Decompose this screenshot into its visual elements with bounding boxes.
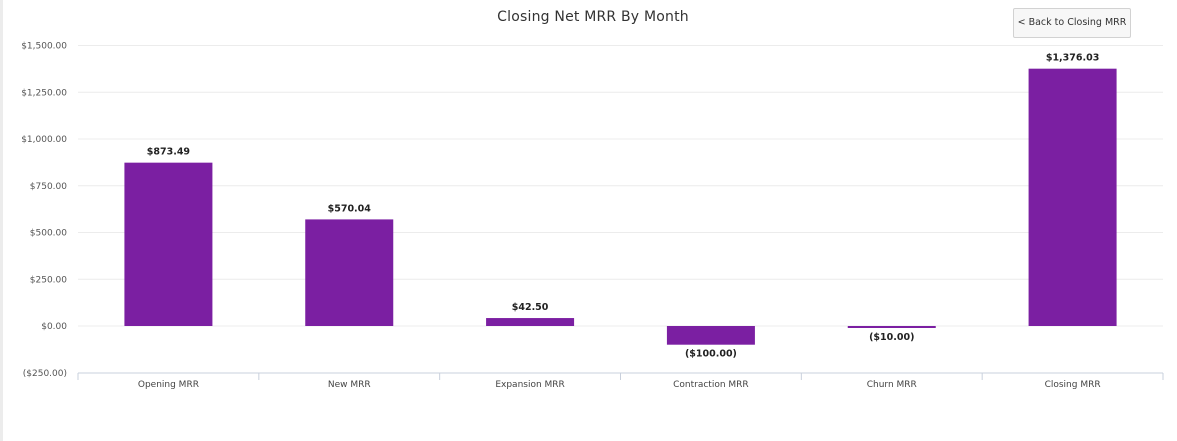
bar[interactable] <box>486 318 575 326</box>
y-axis-tick-labels: $1,500.00 $1,250.00 $1,000.00 $750.00 $500.0… <box>21 42 67 379</box>
panel-left-border <box>0 0 3 441</box>
x-tick-label: New MRR <box>328 380 371 390</box>
data-label: $873.49 <box>147 147 190 158</box>
bars <box>124 68 1117 345</box>
y-tick-label: $1,000.00 <box>21 135 67 145</box>
x-axis <box>77 372 1164 380</box>
data-label: $1,376.03 <box>1046 53 1100 64</box>
x-tick-label: Churn MRR <box>867 380 917 390</box>
x-tick-label: Contraction MRR <box>673 380 749 390</box>
x-tick-label: Opening MRR <box>138 380 199 390</box>
y-tick-label: $1,500.00 <box>21 42 67 52</box>
data-label: ($100.00) <box>685 349 737 360</box>
x-tick-label: Expansion MRR <box>495 380 564 390</box>
y-tick-label: $750.00 <box>30 182 67 192</box>
data-labels: $873.49 $570.04 $42.50 ($100.00) ($10.00) $1,… <box>147 53 1100 360</box>
y-tick-label: $0.00 <box>41 322 67 332</box>
bar[interactable] <box>124 162 213 326</box>
bar[interactable] <box>666 326 755 345</box>
x-tick-label: Closing MRR <box>1045 380 1101 390</box>
data-label: ($10.00) <box>869 332 914 343</box>
y-tick-label: ($250.00) <box>23 369 67 379</box>
x-axis-tick-labels: Opening MRR New MRR Expansion MRR Contracti… <box>138 380 1101 390</box>
y-tick-label: $250.00 <box>30 275 67 285</box>
bar[interactable] <box>305 219 394 326</box>
bar[interactable] <box>1028 68 1117 327</box>
y-tick-label: $500.00 <box>30 229 67 239</box>
data-label: $42.50 <box>512 302 549 313</box>
y-tick-label: $1,250.00 <box>21 88 67 98</box>
back-to-closing-mrr-button[interactable]: < Back to Closing MRR <box>1013 8 1131 38</box>
bar[interactable] <box>847 326 936 328</box>
gridlines <box>78 45 1163 327</box>
chart-title: Closing Net MRR By Month <box>497 9 689 25</box>
data-label: $570.04 <box>328 203 372 214</box>
